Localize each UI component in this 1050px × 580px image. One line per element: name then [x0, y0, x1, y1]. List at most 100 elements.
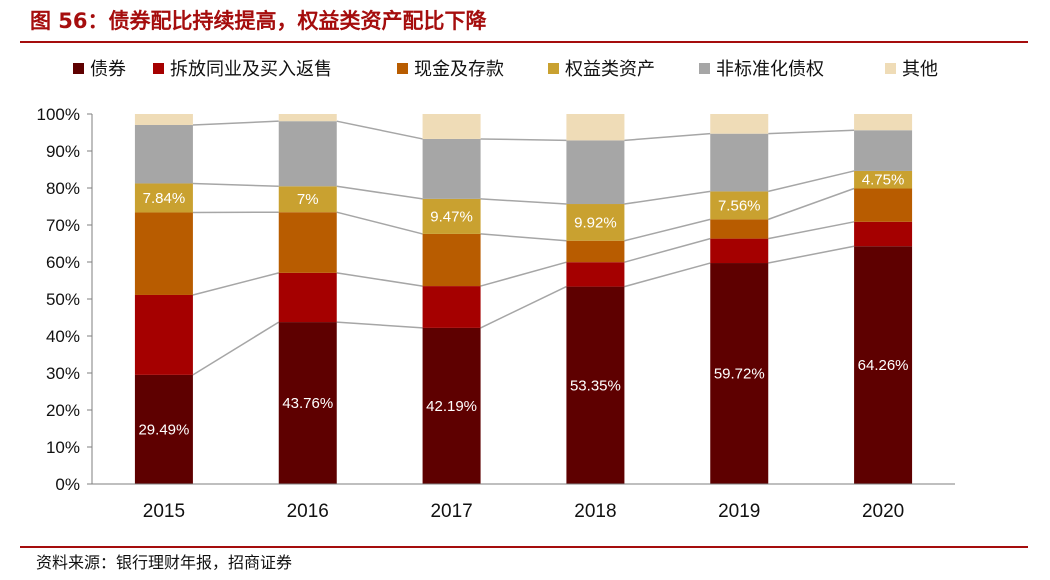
data-label: 7.84%	[143, 190, 186, 207]
x-category-label: 2018	[574, 501, 616, 522]
connector-line	[336, 321, 423, 329]
bar-segment	[854, 246, 913, 484]
bar-segment	[710, 238, 769, 264]
bar-segment	[710, 133, 769, 192]
x-category-label: 2020	[862, 501, 904, 522]
legend-label: 非标准化债权	[716, 59, 824, 80]
bar-segment	[854, 114, 913, 131]
connector-line	[336, 185, 423, 200]
bar-segment	[854, 170, 913, 189]
legend-label: 债券	[90, 59, 126, 80]
bar-segment	[710, 219, 769, 239]
y-tick-label: 40%	[46, 327, 80, 346]
bar-segment	[134, 124, 193, 184]
bar-segment	[566, 114, 625, 141]
y-tick-label: 60%	[46, 253, 80, 272]
bar-segment	[422, 114, 481, 139]
data-label: 29.49%	[138, 421, 189, 438]
x-category-label: 2017	[430, 501, 472, 522]
connector-line	[192, 182, 279, 188]
bar-segment	[710, 191, 769, 220]
bar-segment	[134, 374, 193, 484]
connector-line	[624, 237, 711, 263]
legend-label: 现金及存款	[414, 59, 504, 80]
data-label: 4.75%	[862, 172, 905, 189]
data-label: 43.76%	[282, 395, 333, 412]
connector-line	[480, 261, 567, 287]
y-axis: 0% 10% 20% 30% 40% 50% 60% 70% 80% 90% 100%	[37, 105, 93, 494]
data-label: 59.72%	[714, 366, 765, 383]
connector-line	[624, 262, 711, 288]
legend-label: 权益类资产	[565, 59, 655, 80]
bar-segment	[278, 322, 337, 484]
bars	[134, 114, 913, 484]
connector-line	[768, 129, 855, 135]
bar-segment	[854, 188, 913, 222]
x-category-label: 2016	[287, 501, 329, 522]
data-label: 9.92%	[574, 214, 617, 231]
y-tick-label: 50%	[46, 290, 80, 309]
connector-line	[768, 221, 855, 240]
data-labels: 29.49% 43.76% 42.19% 53.35% 59.72% 64.26% 7.84…	[138, 172, 908, 439]
source-rule	[20, 546, 1028, 548]
bar-segment	[710, 263, 769, 484]
y-tick-label: 70%	[46, 216, 80, 235]
connector-line	[768, 170, 855, 193]
bar-segment	[134, 114, 193, 125]
connector-line	[192, 120, 279, 126]
data-label: 53.35%	[570, 377, 621, 394]
connector-line	[480, 285, 567, 329]
bar-segment	[566, 240, 625, 263]
y-tick-label: 100%	[37, 105, 80, 124]
connector-line	[192, 321, 280, 376]
bar-segment	[422, 138, 481, 199]
data-label: 7.56%	[718, 197, 761, 214]
legend-swatch	[73, 63, 84, 74]
source-note: 资料来源：银行理财年报，招商证券	[36, 553, 293, 572]
bar-segment	[422, 327, 481, 484]
bar-segment	[422, 198, 481, 234]
bar-segment	[278, 272, 337, 323]
connector-line	[624, 218, 711, 242]
y-tick-label: 30%	[46, 364, 80, 383]
data-label: 7%	[297, 191, 319, 208]
bar-segment	[566, 140, 625, 205]
x-axis: 2015 2016 2017 2018 2019 2020	[92, 483, 955, 522]
connector-line	[336, 211, 423, 235]
bar-segment	[854, 221, 913, 247]
bar-segment	[134, 183, 193, 213]
legend-swatch	[153, 63, 164, 74]
y-tick-label: 80%	[46, 179, 80, 198]
stacked-bar-chart: 债券 拆放同业及买入返售 现金及存款 权益类资产 非标准化债权 其他 0% 10% 20% 30…	[37, 59, 955, 522]
legend-label: 拆放同业及买入返售	[170, 59, 332, 80]
legend-swatch	[885, 63, 896, 74]
bar-segment	[134, 294, 193, 375]
x-category-label: 2019	[718, 501, 760, 522]
bar-segment	[566, 286, 625, 484]
connector-line	[480, 233, 567, 242]
bar-segment	[710, 114, 769, 134]
bar-segment	[566, 262, 625, 287]
legend-swatch	[548, 63, 559, 74]
y-tick-label: 10%	[46, 438, 80, 457]
bar-segment	[134, 212, 193, 295]
y-tick-label: 90%	[46, 142, 80, 161]
bar-segment	[422, 233, 481, 287]
connector-line	[336, 120, 423, 140]
connector-line	[768, 245, 855, 264]
connector-line	[480, 198, 567, 205]
bar-segment	[278, 212, 337, 273]
bar-segment	[278, 121, 337, 187]
bar-segment	[854, 130, 913, 171]
connector-line	[192, 272, 279, 296]
x-category-label: 2015	[143, 501, 185, 522]
legend-swatch	[699, 63, 710, 74]
data-label: 9.47%	[430, 208, 473, 225]
connector-line	[624, 132, 711, 142]
legend-swatch	[397, 63, 408, 74]
bar-segment	[278, 114, 337, 122]
figure-title: 图 56：债券配比持续提高，权益类资产配比下降	[30, 9, 487, 33]
data-label: 64.26%	[858, 357, 909, 374]
legend-label: 其他	[902, 59, 938, 80]
connector-line	[480, 138, 567, 142]
